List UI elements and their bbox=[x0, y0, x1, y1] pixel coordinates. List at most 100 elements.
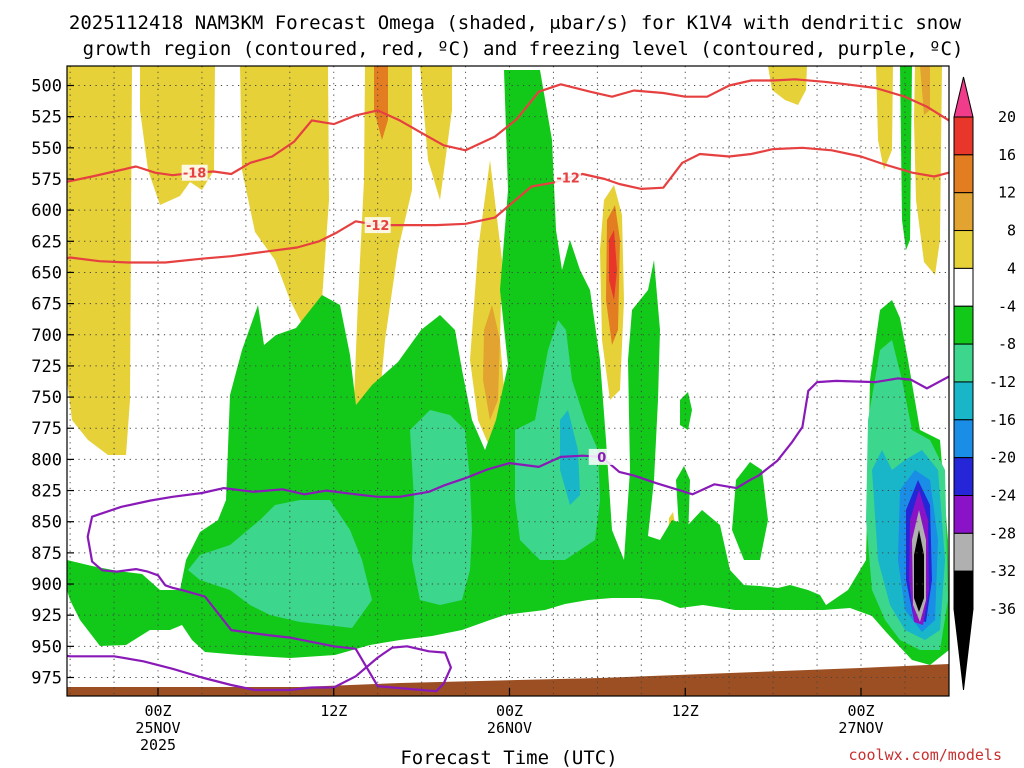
omega-shade-upward-16 bbox=[920, 66, 930, 115]
contour-label-bg bbox=[181, 164, 208, 181]
omega-shade-upward-5 bbox=[354, 66, 412, 440]
omega-shade-upward-13 bbox=[768, 66, 807, 105]
omega-shade-upward-4 bbox=[240, 66, 329, 330]
omega-shade-upward-9 bbox=[483, 305, 500, 420]
terrain-surface bbox=[67, 664, 949, 696]
colorbar-segment bbox=[953, 532, 974, 572]
y-tick-label: 525 bbox=[31, 108, 62, 128]
credit-text: coolwx.com/models bbox=[848, 746, 1002, 764]
omega-shade-downward-5 bbox=[900, 66, 912, 250]
y-tick-label: 625 bbox=[31, 232, 62, 252]
omega-shade-downward-4 bbox=[680, 392, 692, 430]
colorbar-label: -16 bbox=[989, 411, 1016, 429]
y-tick-label: 900 bbox=[31, 575, 62, 595]
x-tick-label: 12Z bbox=[320, 702, 347, 720]
chart-title-line2: growth region (contoured, red, ºC) and f… bbox=[83, 38, 964, 60]
y-tick-label: 850 bbox=[31, 513, 62, 533]
colorbar-segment bbox=[953, 457, 974, 496]
contour-label: 0 bbox=[597, 451, 606, 466]
colorbar-label: -28 bbox=[989, 524, 1016, 542]
contour-line-minus18 bbox=[67, 78, 949, 183]
y-tick-label: 725 bbox=[31, 357, 62, 377]
y-tick-label: 600 bbox=[31, 201, 62, 221]
colorbar-segment bbox=[953, 381, 974, 421]
y-tick-label: 650 bbox=[31, 263, 62, 283]
x-tick-label: 00Z bbox=[496, 702, 523, 720]
x-tick-label: 27NOV bbox=[838, 719, 883, 737]
colorbar-label: -8 bbox=[998, 335, 1016, 353]
contour-label-bg bbox=[555, 169, 582, 186]
y-tick-label: 750 bbox=[31, 388, 62, 408]
colorbar-label: 12 bbox=[998, 184, 1016, 202]
omega-shade-upward-6 bbox=[374, 66, 388, 140]
colorbar-segment bbox=[953, 192, 974, 232]
contour-lines: -18-12-1200 bbox=[67, 78, 949, 693]
colorbar-label: -12 bbox=[989, 373, 1016, 391]
colorbar-segment bbox=[953, 154, 974, 194]
grid-lines bbox=[67, 66, 949, 696]
y-tick-label: 700 bbox=[31, 326, 62, 346]
colorbar-segment bbox=[953, 419, 974, 459]
omega-shade-upward-15 bbox=[914, 66, 942, 275]
x-tick-label: 25NOV bbox=[135, 719, 180, 737]
y-tick-label: 950 bbox=[31, 637, 62, 657]
x-tick-label: 00Z bbox=[144, 702, 171, 720]
y-tick-label: 975 bbox=[31, 669, 62, 689]
colorbar-label: -24 bbox=[989, 487, 1016, 505]
contour-line-0 bbox=[67, 375, 949, 693]
y-tick-label: 575 bbox=[31, 170, 62, 190]
omega-shade-downward-2 bbox=[676, 466, 690, 545]
colorbar-label: -32 bbox=[989, 562, 1016, 580]
x-axis-label: Forecast Time (UTC) bbox=[400, 747, 617, 768]
colorbar: 20 16 12 8 4 -4 -8 -12 -16 -20 -24 -28 -32 -36 bbox=[953, 76, 1016, 691]
omega-shade-downward-7 bbox=[410, 410, 472, 605]
colorbar-label: -36 bbox=[989, 600, 1016, 618]
x-tick-label: 12Z bbox=[672, 702, 699, 720]
y-tick-label: 825 bbox=[31, 482, 62, 502]
omega-shade-upward-12 bbox=[609, 230, 617, 300]
contour-line-minus12 bbox=[67, 146, 949, 264]
colorbar-top-arrow bbox=[953, 76, 974, 118]
colorbar-segment bbox=[953, 116, 974, 156]
contour-label: -12 bbox=[366, 219, 390, 234]
contour-label: -18 bbox=[183, 167, 207, 182]
y-tick-label: 675 bbox=[31, 295, 62, 315]
colorbar-bottom-arrow bbox=[953, 608, 974, 691]
y-tick-label: 500 bbox=[31, 77, 62, 97]
colorbar-label: 20 bbox=[998, 108, 1016, 126]
colorbar-label: 8 bbox=[1007, 222, 1016, 240]
colorbar-label: 16 bbox=[998, 146, 1016, 164]
y-tick-label: 925 bbox=[31, 606, 62, 626]
omega-shade-downward-6 bbox=[188, 500, 372, 628]
contour-label-bg bbox=[588, 448, 615, 465]
colorbar-segment bbox=[953, 343, 974, 383]
colorbar-label: 4 bbox=[1007, 259, 1016, 277]
omega-shade-upward-2 bbox=[80, 66, 118, 320]
y-tick-label: 875 bbox=[31, 544, 62, 564]
colorbar-label: -4 bbox=[998, 297, 1016, 315]
contour-label: -12 bbox=[556, 172, 580, 187]
colorbar-segment bbox=[953, 495, 974, 534]
omega-shade-downward-8 bbox=[515, 320, 600, 560]
x-tick-label: 26NOV bbox=[487, 719, 532, 737]
omega-shade-downward-16 bbox=[914, 530, 924, 612]
colorbar-segment bbox=[953, 230, 974, 269]
colorbar-segment bbox=[953, 570, 974, 610]
y-tick-label: 800 bbox=[31, 450, 62, 470]
omega-shade-downward-9 bbox=[560, 410, 580, 505]
omega-shading bbox=[67, 66, 949, 696]
colorbar-label: -20 bbox=[989, 449, 1016, 467]
x-tick-label: 00Z bbox=[847, 702, 874, 720]
y-tick-label: 775 bbox=[31, 419, 62, 439]
omega-shade-upward-7 bbox=[420, 66, 452, 200]
chart-title-line1: 2025112418 NAM3KM Forecast Omega (shaded… bbox=[69, 12, 962, 34]
colorbar-segment bbox=[953, 305, 974, 345]
plot-frame bbox=[66, 65, 950, 697]
colorbar-segment bbox=[953, 267, 974, 307]
contour-label-bg bbox=[364, 217, 391, 234]
y-axis: 500 525 550 575 600 625 650 675 700 725 750 775 800 8… bbox=[31, 77, 74, 689]
y-tick-label: 550 bbox=[31, 139, 62, 159]
x-tick-label: 2025 bbox=[140, 736, 176, 754]
